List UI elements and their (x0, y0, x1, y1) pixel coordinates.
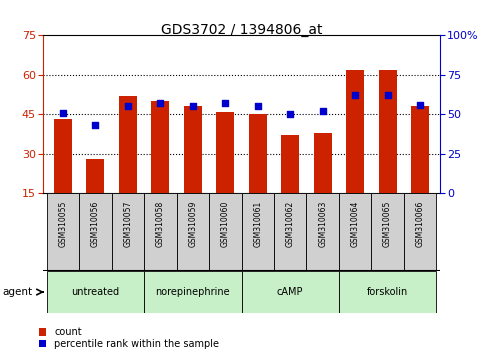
Bar (281, 135, 299, 193)
Point (384, 92, 391, 98)
Bar (242, 193, 274, 271)
Bar (346, 69, 364, 193)
Bar (216, 112, 234, 193)
Bar (47, 193, 79, 271)
Bar (314, 132, 332, 193)
Text: GSM310060: GSM310060 (221, 201, 230, 247)
Text: cAMP: cAMP (277, 287, 303, 297)
Bar (144, 193, 177, 271)
Point (416, 102, 424, 108)
Bar (209, 193, 242, 271)
Legend: count, percentile rank within the sample: count, percentile rank within the sample (39, 327, 219, 349)
Text: GSM310064: GSM310064 (351, 201, 360, 247)
Point (124, 103, 132, 109)
Point (59, 110, 67, 115)
Point (351, 92, 359, 98)
Point (221, 100, 229, 106)
Text: GDS3702 / 1394806_at: GDS3702 / 1394806_at (161, 23, 322, 37)
Bar (151, 101, 169, 193)
Bar (379, 69, 397, 193)
Bar (184, 106, 202, 193)
Bar (274, 193, 306, 271)
Point (156, 100, 164, 106)
Text: GSM310057: GSM310057 (123, 201, 132, 247)
Text: GSM310065: GSM310065 (383, 201, 392, 247)
Bar (112, 193, 144, 271)
Bar (306, 193, 339, 271)
Text: GSM310058: GSM310058 (156, 201, 165, 247)
Text: GSM310062: GSM310062 (286, 201, 295, 247)
Point (92, 122, 99, 128)
Text: agent: agent (2, 287, 32, 297)
Text: untreated: untreated (71, 287, 119, 297)
Text: GSM310061: GSM310061 (253, 201, 262, 247)
Bar (404, 193, 436, 271)
Point (189, 103, 197, 109)
Point (319, 108, 327, 114)
Bar (144, 271, 242, 313)
Text: forskolin: forskolin (367, 287, 408, 297)
Text: GSM310055: GSM310055 (58, 201, 68, 247)
Point (254, 103, 262, 109)
Text: GSM310056: GSM310056 (91, 201, 100, 247)
Bar (119, 96, 137, 193)
Bar (86, 159, 104, 193)
Bar (249, 114, 267, 193)
Bar (411, 106, 429, 193)
Point (286, 111, 294, 117)
Bar (339, 193, 371, 271)
Bar (79, 193, 112, 271)
Bar (242, 271, 339, 313)
Text: GSM310066: GSM310066 (415, 201, 425, 247)
Text: norepinephrine: norepinephrine (156, 287, 230, 297)
Bar (371, 193, 404, 271)
Text: GSM310059: GSM310059 (188, 201, 197, 247)
Bar (339, 271, 436, 313)
Bar (54, 119, 72, 193)
Bar (47, 271, 144, 313)
Text: GSM310063: GSM310063 (318, 201, 327, 247)
Bar (177, 193, 209, 271)
